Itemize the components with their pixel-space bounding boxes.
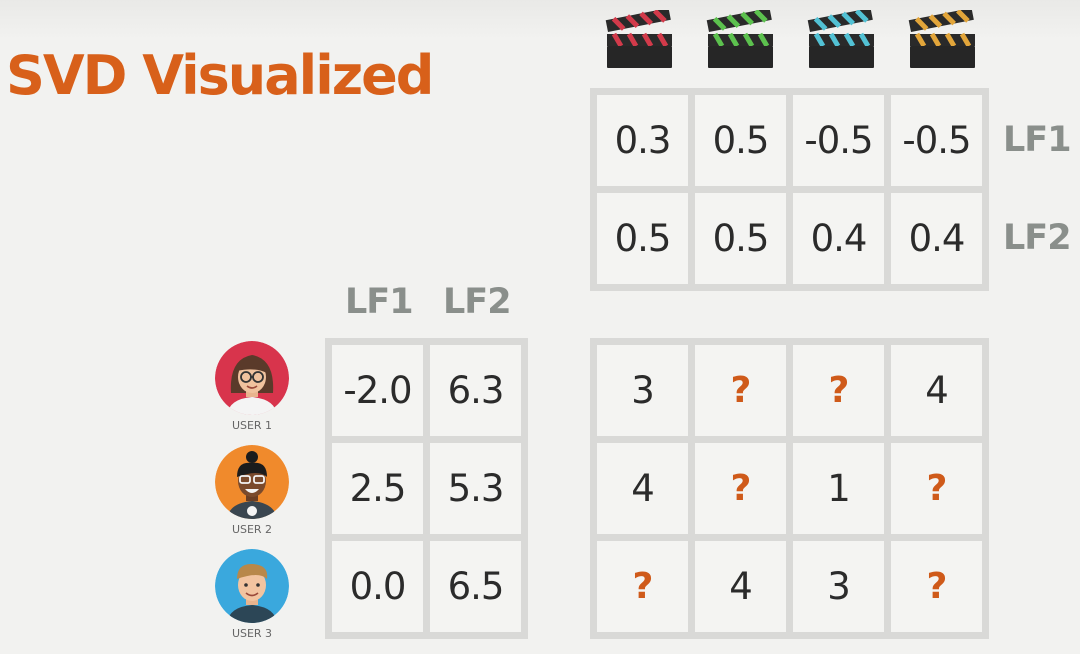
user-factor-cell: 6.5 <box>430 541 521 632</box>
user-2-label: USER 2 <box>231 523 273 536</box>
item-row-label-lf2: LF2 <box>1003 218 1072 258</box>
item-row-label-lf1: LF1 <box>1003 120 1072 160</box>
user-factor-cell: 2.5 <box>332 443 423 534</box>
user-factor-cell: 0.0 <box>332 541 423 632</box>
rating-cell: 4 <box>597 443 688 534</box>
user-factor-cell: 5.3 <box>430 443 521 534</box>
slide-title: SVD Visualized <box>6 44 434 107</box>
rating-cell-missing: ? <box>597 541 688 632</box>
user-3-avatar-icon <box>215 549 289 623</box>
user-col-label-lf1: LF1 <box>345 282 414 322</box>
user-factor-matrix: -2.0 6.3 2.5 5.3 0.0 6.5 <box>325 338 528 639</box>
movie-4-clapperboard-icon <box>907 10 977 70</box>
rating-cell-missing: ? <box>695 345 786 436</box>
item-factor-cell: -0.5 <box>891 95 982 186</box>
item-factor-matrix: 0.3 0.5 -0.5 -0.5 0.5 0.5 0.4 0.4 <box>590 88 989 291</box>
rating-cell: 3 <box>793 541 884 632</box>
user-3-label: USER 3 <box>231 627 273 640</box>
user-1-avatar-icon <box>215 341 289 415</box>
item-factor-cell: -0.5 <box>793 95 884 186</box>
item-factor-cell: 0.5 <box>695 95 786 186</box>
user-1-label: USER 1 <box>231 419 273 432</box>
user-factor-cell: -2.0 <box>332 345 423 436</box>
movie-1-clapperboard-icon <box>604 10 674 70</box>
rating-cell-missing: ? <box>891 443 982 534</box>
item-factor-cell: 0.4 <box>891 193 982 284</box>
movie-3-clapperboard-icon <box>806 10 876 70</box>
item-factor-cell: 0.4 <box>793 193 884 284</box>
item-factor-cell: 0.5 <box>597 193 688 284</box>
rating-cell-missing: ? <box>793 345 884 436</box>
user-col-label-lf2: LF2 <box>443 282 512 322</box>
user-3: USER 3 <box>212 549 292 640</box>
user-2-avatar-icon <box>215 445 289 519</box>
item-factor-cell: 0.5 <box>695 193 786 284</box>
ratings-matrix: 3 ? ? 4 4 ? 1 ? ? 4 3 ? <box>590 338 989 639</box>
rating-cell: 1 <box>793 443 884 534</box>
rating-cell: 4 <box>695 541 786 632</box>
movie-2-clapperboard-icon <box>705 10 775 70</box>
rating-cell-missing: ? <box>891 541 982 632</box>
rating-cell: 3 <box>597 345 688 436</box>
user-factor-cell: 6.3 <box>430 345 521 436</box>
rating-cell-missing: ? <box>695 443 786 534</box>
user-2: USER 2 <box>212 445 292 536</box>
user-1: USER 1 <box>212 341 292 432</box>
item-factor-cell: 0.3 <box>597 95 688 186</box>
rating-cell: 4 <box>891 345 982 436</box>
